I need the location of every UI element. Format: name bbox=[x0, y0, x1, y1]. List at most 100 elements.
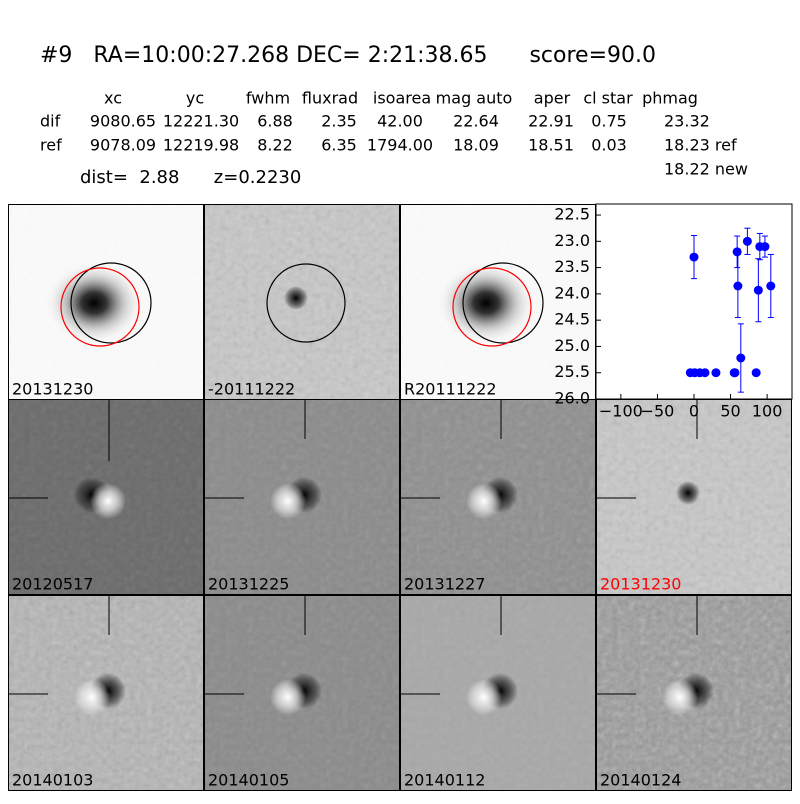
aperture bbox=[266, 263, 346, 343]
image-panel: 20140103 bbox=[8, 595, 204, 791]
title: #9 RA=10:00:27.268 DEC= 2:21:38.65 score… bbox=[40, 43, 656, 68]
column-header: isoarea bbox=[373, 89, 431, 108]
panel-label: 20131230 bbox=[600, 575, 681, 594]
source-positive bbox=[90, 483, 126, 519]
y-tick-label: 26.0 bbox=[554, 389, 590, 408]
table-cell: 18.51 bbox=[528, 136, 574, 155]
panel-label: 20131230 bbox=[12, 380, 93, 399]
image-panel: R20111222 bbox=[400, 204, 596, 400]
panel-label: R20111222 bbox=[404, 380, 497, 399]
table-cell: 0.03 bbox=[591, 136, 627, 155]
galaxy bbox=[44, 261, 144, 345]
image-panel: 20131225 bbox=[204, 399, 400, 595]
panel-border bbox=[400, 595, 596, 791]
y-tick-label: 25.5 bbox=[554, 362, 590, 381]
table-cell: 6.88 bbox=[257, 112, 293, 131]
panel-border bbox=[400, 399, 596, 595]
panel-label: -20111222 bbox=[208, 380, 295, 399]
source-positive bbox=[270, 679, 306, 715]
panel-label: 20131227 bbox=[404, 575, 485, 594]
x-tick-label: 100 bbox=[752, 402, 783, 421]
column-header: yc bbox=[186, 89, 204, 108]
image-panel: -20111222 bbox=[204, 204, 400, 400]
x-tick-label: 0 bbox=[689, 402, 699, 421]
image-panel: 20131230 bbox=[596, 399, 792, 595]
panels: 20131230 -20111222 R20111222 20120517 201312… bbox=[8, 204, 792, 791]
table-cell: 1794.00 bbox=[367, 136, 433, 155]
table-cell: 9080.65 bbox=[90, 112, 156, 131]
y-tick-label: 23.5 bbox=[554, 257, 590, 276]
data-point bbox=[760, 242, 770, 252]
data-point bbox=[753, 285, 763, 295]
data-point bbox=[689, 252, 699, 262]
data-point bbox=[730, 368, 740, 378]
image-panel: 20131227 bbox=[400, 399, 596, 595]
y-tick-label: 23.0 bbox=[554, 231, 590, 250]
table-cell: 18.23 ref bbox=[664, 136, 737, 155]
source-positive bbox=[466, 679, 502, 715]
x-tick-label: 50 bbox=[720, 402, 740, 421]
image-panel: 20120517 bbox=[8, 399, 204, 595]
panel-border bbox=[8, 595, 204, 791]
source bbox=[284, 286, 308, 310]
source-positive bbox=[466, 483, 502, 519]
x-tick-label: −50 bbox=[641, 402, 675, 421]
column-header: fluxrad bbox=[302, 89, 358, 108]
data-point bbox=[711, 368, 721, 378]
column-header: cl star bbox=[583, 89, 633, 108]
y-tick-label: 24.5 bbox=[554, 310, 590, 329]
data-point bbox=[733, 281, 743, 291]
data-point bbox=[766, 281, 776, 291]
data-point bbox=[736, 353, 746, 363]
source bbox=[676, 481, 700, 505]
data-point bbox=[732, 247, 742, 257]
table-cell: 22.64 bbox=[453, 112, 499, 131]
column-header: mag auto bbox=[436, 89, 513, 108]
table-cell: 9078.09 bbox=[90, 136, 156, 155]
x-tick-label: −100 bbox=[599, 402, 643, 421]
info: dist= 2.88 z=0.2230 bbox=[80, 167, 301, 188]
panel-border bbox=[204, 595, 400, 791]
data-point bbox=[700, 368, 710, 378]
aperture bbox=[452, 267, 532, 347]
source-positive bbox=[74, 679, 110, 715]
column-header: xc bbox=[104, 89, 122, 108]
column-header: phmag bbox=[642, 89, 698, 108]
panel-label: 20131225 bbox=[208, 575, 289, 594]
table-cell: 42.00 bbox=[377, 112, 423, 131]
table-cell: 22.91 bbox=[528, 112, 574, 131]
aperture bbox=[462, 262, 544, 344]
y-tick-label: 22.5 bbox=[554, 205, 590, 224]
chart: 22.5 23.0 23.5 24.0 24.5 25.0 25.5 26.0 −100−50 0… bbox=[554, 203, 793, 421]
column-header: fwhm bbox=[246, 89, 290, 108]
panel-label: 20140103 bbox=[12, 771, 93, 790]
data-point bbox=[751, 368, 761, 378]
image-panel: 20140112 bbox=[400, 595, 596, 791]
panel-label: 20140124 bbox=[600, 771, 681, 790]
row-label: dif bbox=[40, 112, 61, 131]
panel-border bbox=[204, 399, 400, 595]
y-tick-label: 25.0 bbox=[554, 336, 590, 355]
y-tick-label: 24.0 bbox=[554, 283, 590, 302]
table-note: 18.22 new bbox=[664, 160, 748, 179]
image-panel: 20140124 bbox=[596, 595, 792, 791]
table-cell: 18.09 bbox=[453, 136, 499, 155]
table-cell: 12219.98 bbox=[163, 136, 239, 155]
aperture bbox=[60, 267, 140, 347]
table-cell: 23.32 bbox=[664, 112, 710, 131]
column-header: aper bbox=[534, 89, 571, 108]
table-cell: 2.35 bbox=[321, 112, 357, 131]
panel-border bbox=[596, 595, 792, 791]
image-panel: 20131230 bbox=[8, 204, 204, 400]
table-cell: 6.35 bbox=[321, 136, 357, 155]
table-cell: 0.75 bbox=[591, 112, 627, 131]
image-panel: 20140105 bbox=[204, 595, 400, 791]
panel-border bbox=[8, 399, 204, 595]
source-positive bbox=[270, 483, 306, 519]
aperture bbox=[70, 262, 152, 344]
panel-label: 20140105 bbox=[208, 771, 289, 790]
galaxy bbox=[436, 261, 536, 345]
table-cell: 12221.30 bbox=[163, 112, 239, 131]
source-positive bbox=[662, 679, 698, 715]
panel-label: 20120517 bbox=[12, 575, 93, 594]
